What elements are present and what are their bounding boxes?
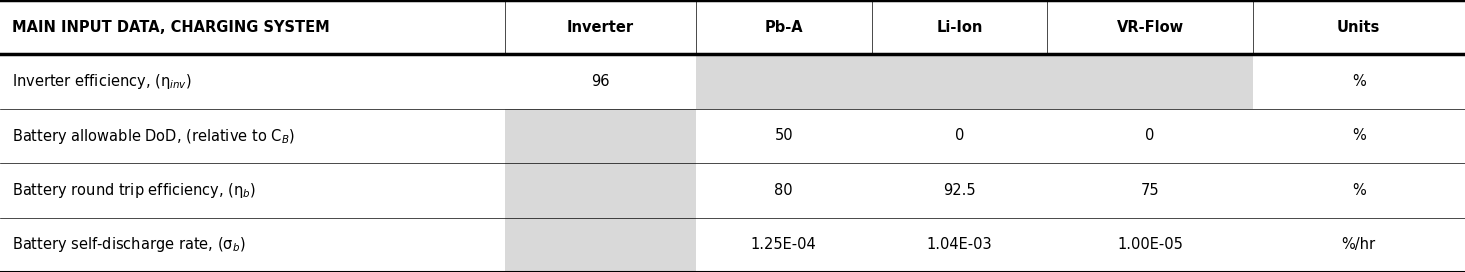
- Text: 92.5: 92.5: [943, 183, 976, 198]
- Text: Battery allowable DoD, (relative to C$_B$): Battery allowable DoD, (relative to C$_B…: [12, 126, 294, 146]
- Text: 80: 80: [775, 183, 793, 198]
- Bar: [505, 54, 696, 109]
- Bar: [1047, 54, 1253, 109]
- Bar: [1047, 218, 1253, 272]
- Bar: [872, 109, 1047, 163]
- Bar: [1253, 109, 1465, 163]
- Text: 50: 50: [775, 128, 793, 144]
- Bar: [505, 218, 696, 272]
- Text: 1.25E-04: 1.25E-04: [752, 237, 816, 252]
- Text: Units: Units: [1338, 20, 1380, 35]
- Bar: [0, 54, 505, 109]
- Text: 0: 0: [1146, 128, 1154, 144]
- Bar: [1253, 218, 1465, 272]
- Bar: [696, 218, 872, 272]
- Bar: [1253, 0, 1465, 54]
- Bar: [1253, 163, 1465, 218]
- Bar: [872, 163, 1047, 218]
- Text: Battery self-discharge rate, (σ$_b$): Battery self-discharge rate, (σ$_b$): [12, 235, 245, 254]
- Bar: [696, 0, 872, 54]
- Text: %: %: [1352, 74, 1365, 89]
- Text: 96: 96: [592, 74, 609, 89]
- Bar: [1047, 0, 1253, 54]
- Text: %: %: [1352, 128, 1365, 144]
- Text: Pb-A: Pb-A: [765, 20, 803, 35]
- Text: 75: 75: [1141, 183, 1159, 198]
- Bar: [872, 218, 1047, 272]
- Bar: [872, 0, 1047, 54]
- Bar: [1047, 109, 1253, 163]
- Bar: [505, 0, 696, 54]
- Text: 1.00E-05: 1.00E-05: [1118, 237, 1182, 252]
- Bar: [1047, 163, 1253, 218]
- Text: 1.04E-03: 1.04E-03: [927, 237, 992, 252]
- Text: %: %: [1352, 183, 1365, 198]
- Text: %/hr: %/hr: [1342, 237, 1376, 252]
- Text: Battery round trip efficiency, (η$_b$): Battery round trip efficiency, (η$_b$): [12, 181, 256, 200]
- Text: Li-Ion: Li-Ion: [936, 20, 983, 35]
- Bar: [696, 163, 872, 218]
- Text: MAIN INPUT DATA, CHARGING SYSTEM: MAIN INPUT DATA, CHARGING SYSTEM: [12, 20, 330, 35]
- Bar: [505, 109, 696, 163]
- Bar: [696, 54, 872, 109]
- Bar: [0, 163, 505, 218]
- Text: 0: 0: [955, 128, 964, 144]
- Text: Inverter: Inverter: [567, 20, 634, 35]
- Bar: [1253, 54, 1465, 109]
- Text: VR-Flow: VR-Flow: [1116, 20, 1184, 35]
- Bar: [0, 218, 505, 272]
- Bar: [505, 163, 696, 218]
- Bar: [696, 109, 872, 163]
- Bar: [0, 0, 505, 54]
- Bar: [872, 54, 1047, 109]
- Bar: [0, 109, 505, 163]
- Text: Inverter efficiency, (η$_{inv}$): Inverter efficiency, (η$_{inv}$): [12, 72, 192, 91]
